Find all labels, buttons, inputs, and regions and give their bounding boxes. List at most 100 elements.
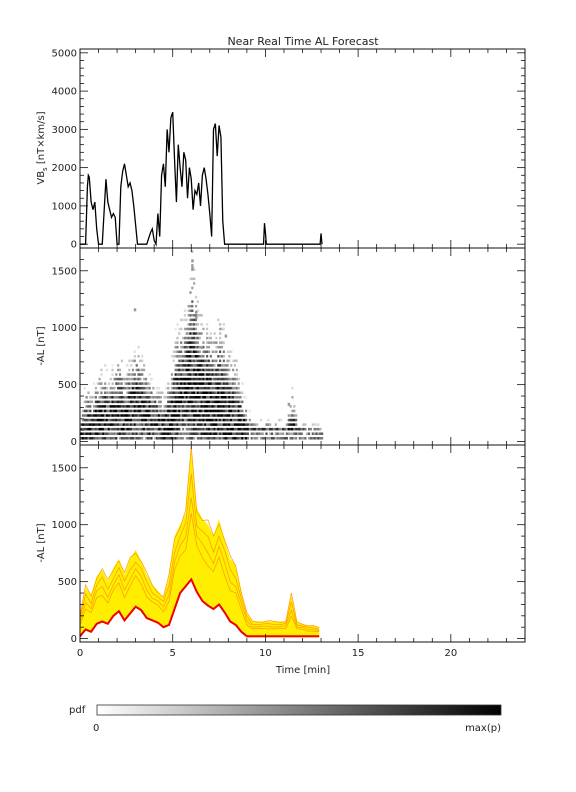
pdf-cell [178,437,181,440]
pdf-cell [204,373,207,376]
pdf-cell [118,409,122,413]
pdf-cell [180,341,183,344]
pdf-cell [115,423,118,426]
pdf-cell [113,427,116,431]
pdf-cell [174,400,177,404]
pdf-cell [146,409,149,413]
pdf-cell [194,323,198,326]
pdf-cell [207,405,211,408]
pdf-cell [92,396,96,399]
pdf-cell [180,382,183,385]
pdf-cell [154,405,157,408]
pdf-cell [317,432,320,435]
pdf-cell [122,409,125,413]
pdf-cell [241,427,244,431]
pdf-cell [204,414,207,417]
pdf-cell [152,409,155,413]
pdf-cell [207,382,211,385]
pdf-cell [118,368,122,372]
pdf-cell [87,400,90,404]
pdf-cell [193,391,196,394]
pdf-cell [185,318,188,322]
pdf-cell [187,396,190,399]
pdf-cell [206,414,209,417]
pdf-cell [207,368,211,372]
pdf-cell [85,427,88,431]
pdf-cell [139,391,142,394]
pdf-cell [232,396,235,399]
pdf-cell [83,423,86,426]
pdf-cell [92,409,96,413]
pdf-cell [196,355,199,358]
pdf-cell [183,318,186,322]
pdf-cell [143,432,146,435]
pdf-cell [183,432,186,435]
pdf-cell [135,414,138,417]
pdf-cell [233,359,237,363]
pdf-cell [226,423,229,426]
pdf-cell [237,418,240,422]
pdf-cell [211,414,214,417]
pdf-cell [185,327,188,331]
pdf-cell [144,400,148,404]
pdf-cell [124,432,127,435]
pdf-cell [91,427,94,431]
al-forecast-y-tick-label: 500 [58,577,77,588]
pdf-cell [169,418,172,422]
pdf-cell [128,418,131,422]
pdf-cell [217,400,220,404]
pdf-cell [183,345,186,349]
pdf-cell [137,405,140,408]
pdf-cell [245,423,248,426]
pdf-cell [193,364,196,367]
pdf-cell [224,391,227,394]
pdf-cell [143,382,146,385]
pdf-cell [202,386,205,390]
pdf-cell [202,427,205,431]
pdf-cell [128,409,131,413]
pdf-cell [209,373,212,376]
pdf-cell [224,396,227,399]
pdf-cell [115,409,118,413]
pdf-cell [115,418,118,422]
pdf-cell [219,332,222,335]
pdf-cell [224,427,227,431]
pdf-cell [104,418,107,422]
pdf-cell [109,427,112,431]
pdf-cell [176,341,179,344]
pdf-cell [204,418,207,422]
pdf-cell [81,423,84,426]
pdf-cell [176,373,179,376]
pdf-cell [102,405,105,408]
pdf-cell [235,405,238,408]
pdf-cell [206,341,209,344]
pdf-cell [133,386,136,390]
pdf-cell [118,427,122,431]
pdf-cell [115,400,118,404]
pdf-cell [189,405,192,408]
ensemble-member-line [79,513,320,632]
pdf-cell [252,423,255,426]
pdf-cell [235,427,238,431]
pdf-cell [139,396,142,399]
pdf-cell [202,409,205,413]
vbs-series-line [80,111,323,247]
pdf-cell [302,437,305,440]
pdf-cell [289,405,292,408]
pdf-cell [167,382,170,385]
pdf-cell [105,414,109,417]
pdf-cell [202,382,205,385]
pdf-cell [239,396,242,399]
pdf-cell [193,268,196,272]
pdf-cell [141,418,144,422]
pdf-cell [243,418,246,422]
pdf-cell [209,386,212,390]
pdf-cell [246,432,250,435]
pdf-cell [213,405,216,408]
pdf-cell [156,391,159,394]
pdf-cell [219,391,222,394]
pdf-cell [315,427,318,431]
pdf-cell [109,386,112,390]
pdf-cell [174,437,177,440]
